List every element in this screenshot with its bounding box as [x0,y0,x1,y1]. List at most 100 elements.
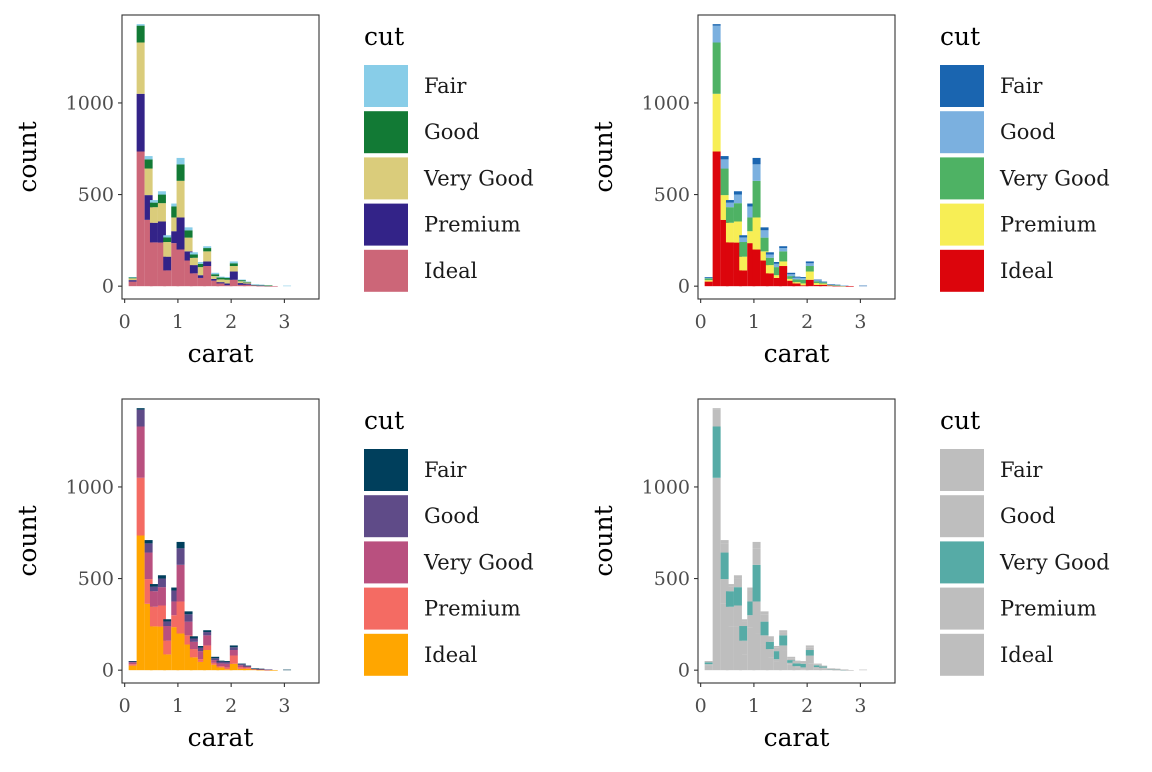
bar-segment-premium [760,251,769,261]
bar-segment-ideal [243,668,252,671]
bar-segment-very-good [237,665,246,668]
bar-segment-premium [832,285,841,287]
bar-segment-ideal [176,633,185,671]
legend-key-fair [364,65,408,107]
bar-segment-very-good [229,266,238,272]
bar-segment-good [813,280,822,282]
bar-segment-fair [747,587,756,591]
x-axis-title: carat [188,723,254,752]
bar-segment-very-good [229,650,238,656]
y-tick-label: 500 [78,184,114,206]
bar-segment-very-good [216,663,225,667]
bar-segment-fair [813,663,822,665]
legend-label-ideal: Ideal [1000,259,1054,283]
bar-segment-very-good [163,242,172,257]
bar-segment-very-good [813,665,822,668]
bar-segment-fair [171,587,180,591]
bar-segment-premium [157,605,166,627]
bar-segment-good [704,661,713,663]
bar-segment-good [176,548,185,565]
bar-segment-premium [827,669,836,670]
bar-segment-premium [773,659,782,662]
legend-title: cut [940,406,980,435]
bar-segment-very-good [747,601,756,616]
bar-segment-ideal [184,260,193,287]
bar-segment-fair [725,584,734,587]
bar-segment-very-good [792,279,801,283]
bar-segment-ideal [733,626,742,671]
y-tick-label: 1000 [66,92,114,114]
bar-segment-very-good [171,217,180,232]
bar-segment-premium [184,251,193,261]
bar-segment-fair [144,540,153,544]
bar-segment-ideal [237,668,246,671]
bar-segment-fair [739,619,748,622]
bar-segment-ideal [251,285,260,287]
legend-key-very-good [940,157,984,200]
bar-segment-premium [189,265,198,274]
bar-segment-premium [203,261,212,267]
y-axis-title: count [589,121,618,192]
bar-segment-ideal [832,285,841,287]
bar-segment-ideal [747,243,756,287]
bar-segment-good [733,578,742,588]
chart-panel-3: 0 500 1000 0 1 2 3 carat count cut Fair Good Very Go… [13,398,534,752]
x-tick-label: 2 [225,695,237,717]
bar-segment-premium [229,655,238,664]
bar-segment-very-good [704,278,713,281]
bar-segment-very-good [128,278,137,281]
bar-segment-very-good [149,591,158,607]
bar-segment-ideal [704,665,713,671]
bar-segment-ideal [144,603,153,671]
bar-segment-ideal [229,279,238,287]
bar-segment-ideal [765,657,774,671]
bar-segment-good [840,669,849,671]
bar-segment-very-good [237,281,246,284]
bar-segment-ideal [827,669,836,671]
bar-segment-good [224,277,233,280]
bar-segment-ideal [136,151,145,287]
bar-segment-fair [163,619,172,622]
x-tick-label: 3 [278,311,290,333]
bar-segment-very-good [800,663,809,668]
y-tick-label: 1000 [642,92,690,114]
bar-segment-ideal [787,664,796,671]
bar-segment-very-good [243,666,252,668]
bar-segment-very-good [211,276,220,279]
bar-segment-premium [243,667,252,669]
y-tick-label: 0 [678,276,690,298]
bar-segment-very-good [813,281,822,284]
bar-segment-ideal [136,535,145,671]
x-tick-label: 0 [119,311,131,333]
bar-segment-premium [712,477,721,536]
legend-key-premium [364,203,408,246]
bar-segment-very-good [773,267,782,276]
bar-segment-fair [773,645,782,648]
bar-segment-ideal [773,277,782,287]
bar-segment-fair [773,261,782,264]
bar-segment-ideal [216,283,225,287]
legend-label-premium: Premium [1000,213,1097,237]
bar-segment-fair [720,540,729,544]
bar-segment-fair [251,284,260,285]
bar-segment-ideal [171,627,180,671]
bar-segment-ideal [128,665,137,671]
bar-segment-fair [216,276,225,278]
bar-segment-fair [163,235,172,238]
bar-segment-fair [128,277,137,278]
bar-segment-ideal [171,243,180,287]
bar-segment-premium [827,285,836,286]
bar-segment-ideal [725,626,734,671]
bar-segment-good [229,647,238,651]
bar-segment-fair [136,24,145,26]
bar-segment-fair [827,668,836,669]
bar-segment-ideal [712,535,721,671]
legend-key-good [364,495,408,538]
bar-segment-very-good [157,203,166,222]
bar-segment-premium [752,601,761,634]
bar-segment-very-good [760,621,769,636]
y-tick-label: 0 [102,276,114,298]
y-tick-label: 500 [78,568,114,590]
bar-segment-good [224,661,233,664]
bar-segment-premium [256,285,265,287]
